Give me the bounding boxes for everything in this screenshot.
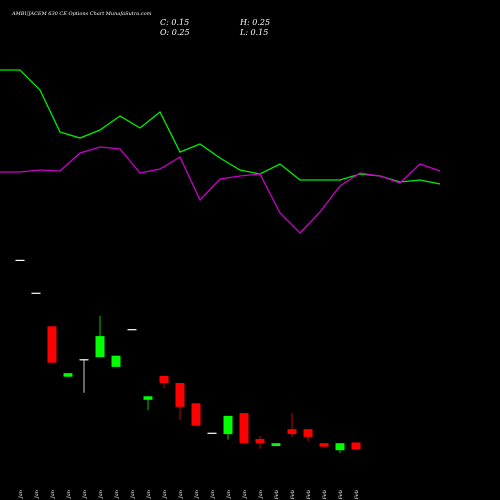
- candle-body: [223, 415, 233, 435]
- x-tick-label: 03 Feb: [290, 490, 296, 500]
- candle-body: [303, 429, 313, 437]
- x-tick-label: 08 Jan: [34, 490, 40, 500]
- candle-body: [47, 326, 57, 363]
- ohlc-label: H: 0.25: [239, 18, 270, 27]
- candle-body: [191, 403, 201, 426]
- x-tick-label: 27 Jan: [194, 490, 200, 500]
- x-tick-label: 16 Jan: [114, 490, 120, 500]
- candle-body: [175, 383, 185, 407]
- x-tick-label: 20 Jan: [130, 490, 136, 500]
- candle-body: [207, 432, 217, 434]
- x-tick-label: 23 Jan: [178, 490, 184, 500]
- candle-body: [287, 429, 297, 435]
- x-tick-label: 30 Jan: [242, 490, 248, 500]
- candle-body: [95, 336, 105, 358]
- candle-body: [319, 443, 329, 447]
- line: [0, 69, 441, 185]
- x-tick-label: 05 Feb: [322, 490, 328, 500]
- candle-body: [255, 439, 265, 444]
- candle-body: [63, 373, 73, 377]
- x-tick-label: 06 Jan: [18, 490, 24, 500]
- x-tick-label: 29 Jan: [226, 490, 232, 500]
- x-tick-label: 01 Feb: [274, 490, 280, 500]
- x-tick-label: 31 Jan: [258, 490, 264, 500]
- candle-body: [79, 359, 89, 361]
- x-tick-label: 04 Feb: [306, 490, 312, 500]
- x-tick-label: 22 Jan: [162, 490, 168, 500]
- candle-body: [271, 443, 281, 446]
- candle-body: [335, 443, 345, 451]
- ohlc-label: C: 0.15: [160, 18, 189, 27]
- candle-body: [351, 442, 361, 450]
- chart-title: AMBUJACEM 630 CE Options Chart MunafaSut…: [11, 11, 152, 17]
- x-tick-label: 28 Jan: [210, 490, 216, 500]
- candle-body: [143, 396, 153, 400]
- candle-body: [111, 355, 121, 367]
- x-tick-label: 15 Jan: [98, 490, 104, 500]
- x-tick-label: 13 Jan: [66, 490, 72, 500]
- x-tick-label: 06 Feb: [338, 490, 344, 500]
- x-tick-label: 21 Jan: [146, 490, 152, 500]
- ohlc-label: L: 0.15: [239, 28, 268, 37]
- candle-body: [239, 413, 249, 444]
- x-tick-label: 14 Jan: [82, 490, 88, 500]
- candle-body: [31, 292, 41, 294]
- x-tick-label: 09 Jan: [50, 490, 56, 500]
- candle-body: [159, 376, 169, 383]
- x-tick-label: 10 Feb: [354, 490, 360, 500]
- ohlc-label: O: 0.25: [160, 28, 190, 37]
- candle-body: [15, 259, 25, 261]
- candle-body: [127, 329, 137, 331]
- line: [0, 146, 441, 234]
